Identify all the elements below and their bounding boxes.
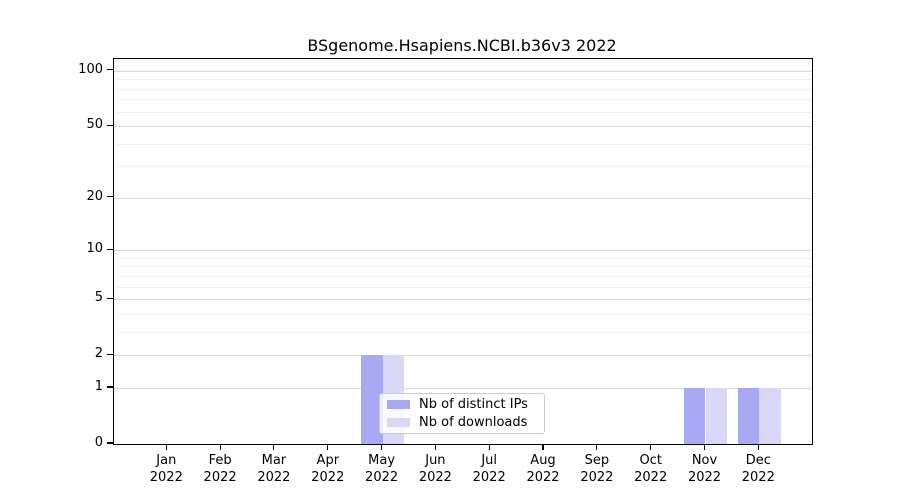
x-tick bbox=[596, 444, 598, 451]
x-tick-label: Aug 2022 bbox=[526, 453, 560, 485]
legend-item: Nb of downloads bbox=[387, 415, 544, 430]
bar-nb-of-distinct-ips bbox=[737, 388, 760, 444]
y-tick-label: 2 bbox=[94, 346, 103, 362]
legend-swatch-nb-of-downloads bbox=[387, 418, 410, 427]
x-tick-label: Feb 2022 bbox=[203, 453, 237, 485]
y-tick-label: 100 bbox=[78, 61, 103, 77]
gridline-minor bbox=[114, 111, 812, 113]
y-tick bbox=[107, 248, 113, 250]
y-tick-label: 20 bbox=[86, 188, 103, 204]
bar-nb-of-distinct-ips bbox=[684, 388, 706, 444]
chart-title: BSgenome.Hsapiens.NCBI.b36v3 2022 bbox=[307, 36, 617, 55]
y-tick-label: 0 bbox=[94, 435, 103, 450]
gridline-minor bbox=[114, 257, 812, 259]
y-tick bbox=[107, 297, 113, 299]
legend-item: Nb of distinct IPs bbox=[387, 397, 544, 412]
legend-label: Nb of distinct IPs bbox=[419, 397, 528, 412]
y-tick-label: 1 bbox=[94, 379, 103, 394]
x-tick-label: Nov 2022 bbox=[687, 453, 722, 485]
x-tick-label: Oct 2022 bbox=[634, 453, 668, 485]
plot-area: Nb of distinct IPs Nb of downloads bbox=[113, 58, 813, 445]
x-tick bbox=[542, 444, 544, 451]
bar-nb-of-distinct-ips bbox=[361, 355, 383, 444]
x-tick bbox=[703, 444, 706, 451]
x-tick bbox=[165, 444, 167, 451]
gridline-major bbox=[114, 388, 812, 389]
gridline-major bbox=[114, 250, 812, 252]
y-tick bbox=[107, 124, 113, 126]
x-tick bbox=[327, 444, 329, 451]
gridline-minor bbox=[114, 275, 812, 277]
x-tick bbox=[757, 444, 759, 451]
y-tick bbox=[107, 442, 113, 444]
gridline-minor bbox=[114, 88, 812, 90]
x-tick bbox=[650, 444, 652, 451]
legend-label: Nb of downloads bbox=[419, 415, 528, 430]
gridline-minor bbox=[114, 313, 812, 315]
legend: Nb of distinct IPs Nb of downloads bbox=[379, 393, 545, 434]
x-tick-label: Dec 2022 bbox=[741, 453, 775, 485]
x-tick bbox=[434, 444, 436, 451]
y-tick-label: 5 bbox=[94, 290, 103, 306]
x-tick-label: Jul 2022 bbox=[472, 453, 506, 485]
y-tick bbox=[107, 69, 113, 71]
x-tick-label: Mar 2022 bbox=[257, 453, 291, 485]
x-tick-label: May 2022 bbox=[365, 453, 399, 485]
gridline-minor bbox=[114, 166, 812, 168]
y-tick bbox=[107, 386, 113, 388]
gridline-minor bbox=[114, 331, 812, 333]
x-tick-label: Sep 2022 bbox=[580, 453, 614, 485]
gridline-minor bbox=[114, 143, 812, 145]
bar-nb-of-downloads bbox=[759, 388, 781, 444]
y-tick-label: 50 bbox=[86, 117, 103, 133]
gridline-major bbox=[114, 197, 812, 199]
x-tick-label: Jan 2022 bbox=[149, 453, 183, 485]
x-tick-label: Apr 2022 bbox=[311, 453, 345, 485]
gridline-major bbox=[114, 355, 812, 357]
x-tick bbox=[381, 444, 383, 451]
y-tick bbox=[107, 353, 113, 355]
legend-swatch-nb-of-distinct-ips bbox=[387, 400, 410, 409]
gridline-minor bbox=[114, 286, 812, 288]
x-tick bbox=[488, 444, 490, 451]
gridline-major bbox=[114, 299, 812, 301]
gridline-minor bbox=[114, 99, 812, 101]
x-tick-label: Jun 2022 bbox=[418, 453, 452, 485]
gridline-minor bbox=[114, 79, 812, 81]
y-tick-label: 10 bbox=[86, 241, 103, 257]
x-tick bbox=[219, 444, 221, 451]
gridline-major bbox=[114, 126, 812, 128]
y-tick bbox=[107, 196, 113, 198]
bar-nb-of-downloads bbox=[705, 388, 727, 444]
gridline-minor bbox=[114, 266, 812, 268]
gridline-major bbox=[114, 70, 812, 72]
x-tick bbox=[273, 444, 275, 451]
